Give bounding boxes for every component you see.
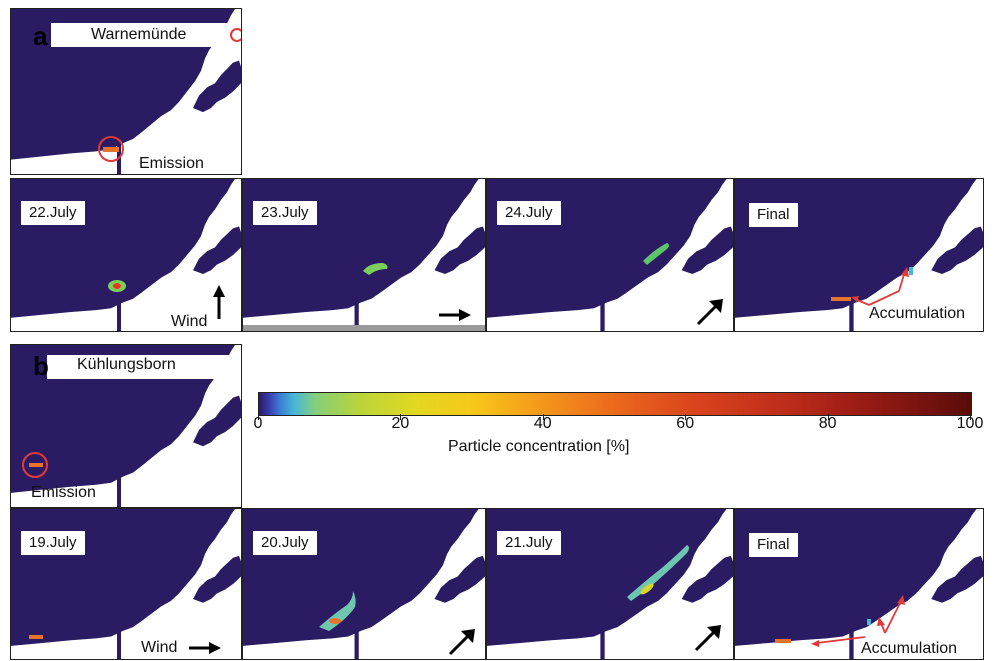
accumulation-label-a: Accumulation <box>869 305 966 322</box>
colorbar-tick-label: 0 <box>253 415 263 432</box>
plume-a-2 <box>363 263 388 275</box>
site-name-a: Warnemünde <box>91 26 187 43</box>
wind-arrow-northeast-icon-b2 <box>694 625 721 652</box>
colorbar-tick-mark <box>542 414 544 420</box>
date-label-a-1: 22.July <box>21 201 85 225</box>
site-label-box-a <box>51 23 227 47</box>
wind-arrow-east-icon-b <box>189 642 221 654</box>
accumulation-arrows-b <box>811 595 905 647</box>
colorbar-tick-label: 100 <box>956 415 984 432</box>
emission-source-a <box>103 147 119 152</box>
plume-b-3 <box>627 545 689 601</box>
colorbar <box>258 392 972 416</box>
emission-source-b <box>29 463 43 467</box>
colorbar-tick-mark <box>258 414 259 420</box>
overview-map-a <box>11 9 241 174</box>
date-label-a-2: 23.July <box>253 201 317 225</box>
panel-letter-b: b <box>33 351 49 381</box>
wind-arrow-northeast-icon <box>696 299 723 326</box>
site-name-b: Kühlungsborn <box>77 356 176 373</box>
accumulation-b-1 <box>775 639 791 643</box>
panel-letter-a: a <box>33 21 48 51</box>
date-label-a-3: 24.July <box>497 201 561 225</box>
accumulation-a-1 <box>831 297 851 301</box>
date-label-b-3: 21.July <box>497 531 561 555</box>
frame-a-2: 23.July <box>242 178 486 332</box>
frame-b-2: 20.July <box>242 508 486 660</box>
colorbar-tick-label: 60 <box>676 415 695 432</box>
date-label-b-2: 20.July <box>253 531 317 555</box>
wind-arrow-north-icon <box>213 285 225 319</box>
wind-arrow-east-icon <box>439 309 471 321</box>
wind-arrow-northeast-icon-b1 <box>448 629 475 656</box>
frame-a-1: 22.July Wind <box>10 178 242 332</box>
emission-circle-a <box>98 136 124 162</box>
wind-label-b: Wind <box>141 639 178 656</box>
date-label-b-1: 19.July <box>21 531 85 555</box>
colorbar-tick-mark <box>685 414 687 420</box>
colorbar-tick-mark <box>970 414 971 420</box>
colorbar-tick-label: 40 <box>533 415 552 432</box>
frame-b-1: 19.July Wind <box>10 508 242 660</box>
plume-b-1 <box>29 635 43 639</box>
colorbar-tick-label: 20 <box>391 415 410 432</box>
emission-circle-b <box>22 452 48 478</box>
colorbar-tick-mark <box>400 414 402 420</box>
colorbar-tick-label: 80 <box>818 415 837 432</box>
emission-label-a: Emission <box>139 155 204 172</box>
panel-a-overview-map: a Warnemünde Emission <box>10 8 242 175</box>
accumulation-label-b: Accumulation <box>861 640 958 657</box>
date-label-b-4: Final <box>749 533 798 557</box>
edge-marker-a <box>230 28 241 42</box>
panel-b-overview-map: b Kühlungsborn Emission <box>10 344 242 508</box>
date-label-a-4: Final <box>749 203 798 227</box>
frame-b-3: 21.July <box>486 508 734 660</box>
site-label-box-b <box>47 355 231 379</box>
frame-b-4: Final Accumulation <box>734 508 984 660</box>
frame-a-3: 24.July <box>486 178 734 332</box>
emission-label-b: Emission <box>31 484 96 501</box>
colorbar-tick-mark <box>827 414 829 420</box>
accumulation-a-2 <box>909 267 913 275</box>
plume-a-3 <box>643 243 669 265</box>
frame-a-4: Final Accumulation <box>734 178 984 332</box>
colorbar-title: Particle concentration [%] <box>448 438 630 455</box>
accumulation-b-2 <box>867 619 871 625</box>
wind-label-a: Wind <box>171 313 208 330</box>
colorbar-gradient <box>258 392 972 416</box>
accumulation-arrows-a <box>851 267 909 306</box>
plume-b-2 <box>319 591 356 631</box>
